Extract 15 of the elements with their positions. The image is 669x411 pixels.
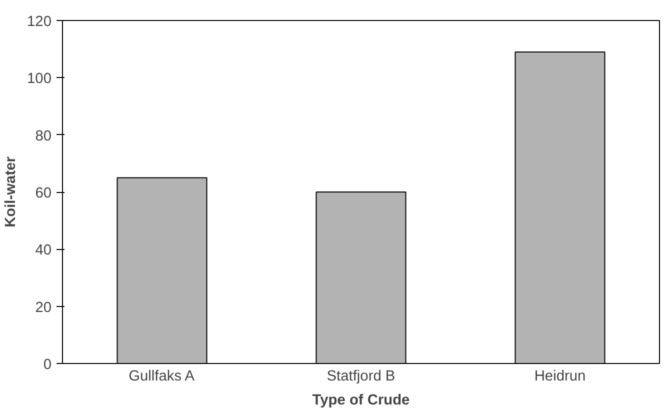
y-tick-label: 20: [35, 300, 52, 316]
bar: [316, 192, 406, 364]
x-axis-title: Type of Crude: [312, 392, 410, 408]
y-tick-label: 0: [43, 357, 52, 373]
y-tick-label: 80: [35, 128, 52, 144]
y-tick-label: 60: [35, 186, 52, 202]
bar: [514, 51, 606, 364]
y-tick-label: 120: [27, 14, 52, 30]
x-tick-label: Heidrun: [534, 368, 586, 384]
bar: [116, 177, 208, 364]
x-tick-label: Gullfaks A: [128, 368, 195, 384]
y-axis-title: Koil-water: [3, 156, 20, 228]
y-tick-label: 40: [35, 242, 52, 259]
y-tick-label: 100: [27, 71, 52, 88]
x-tick-label: Statfjord B: [326, 368, 396, 384]
